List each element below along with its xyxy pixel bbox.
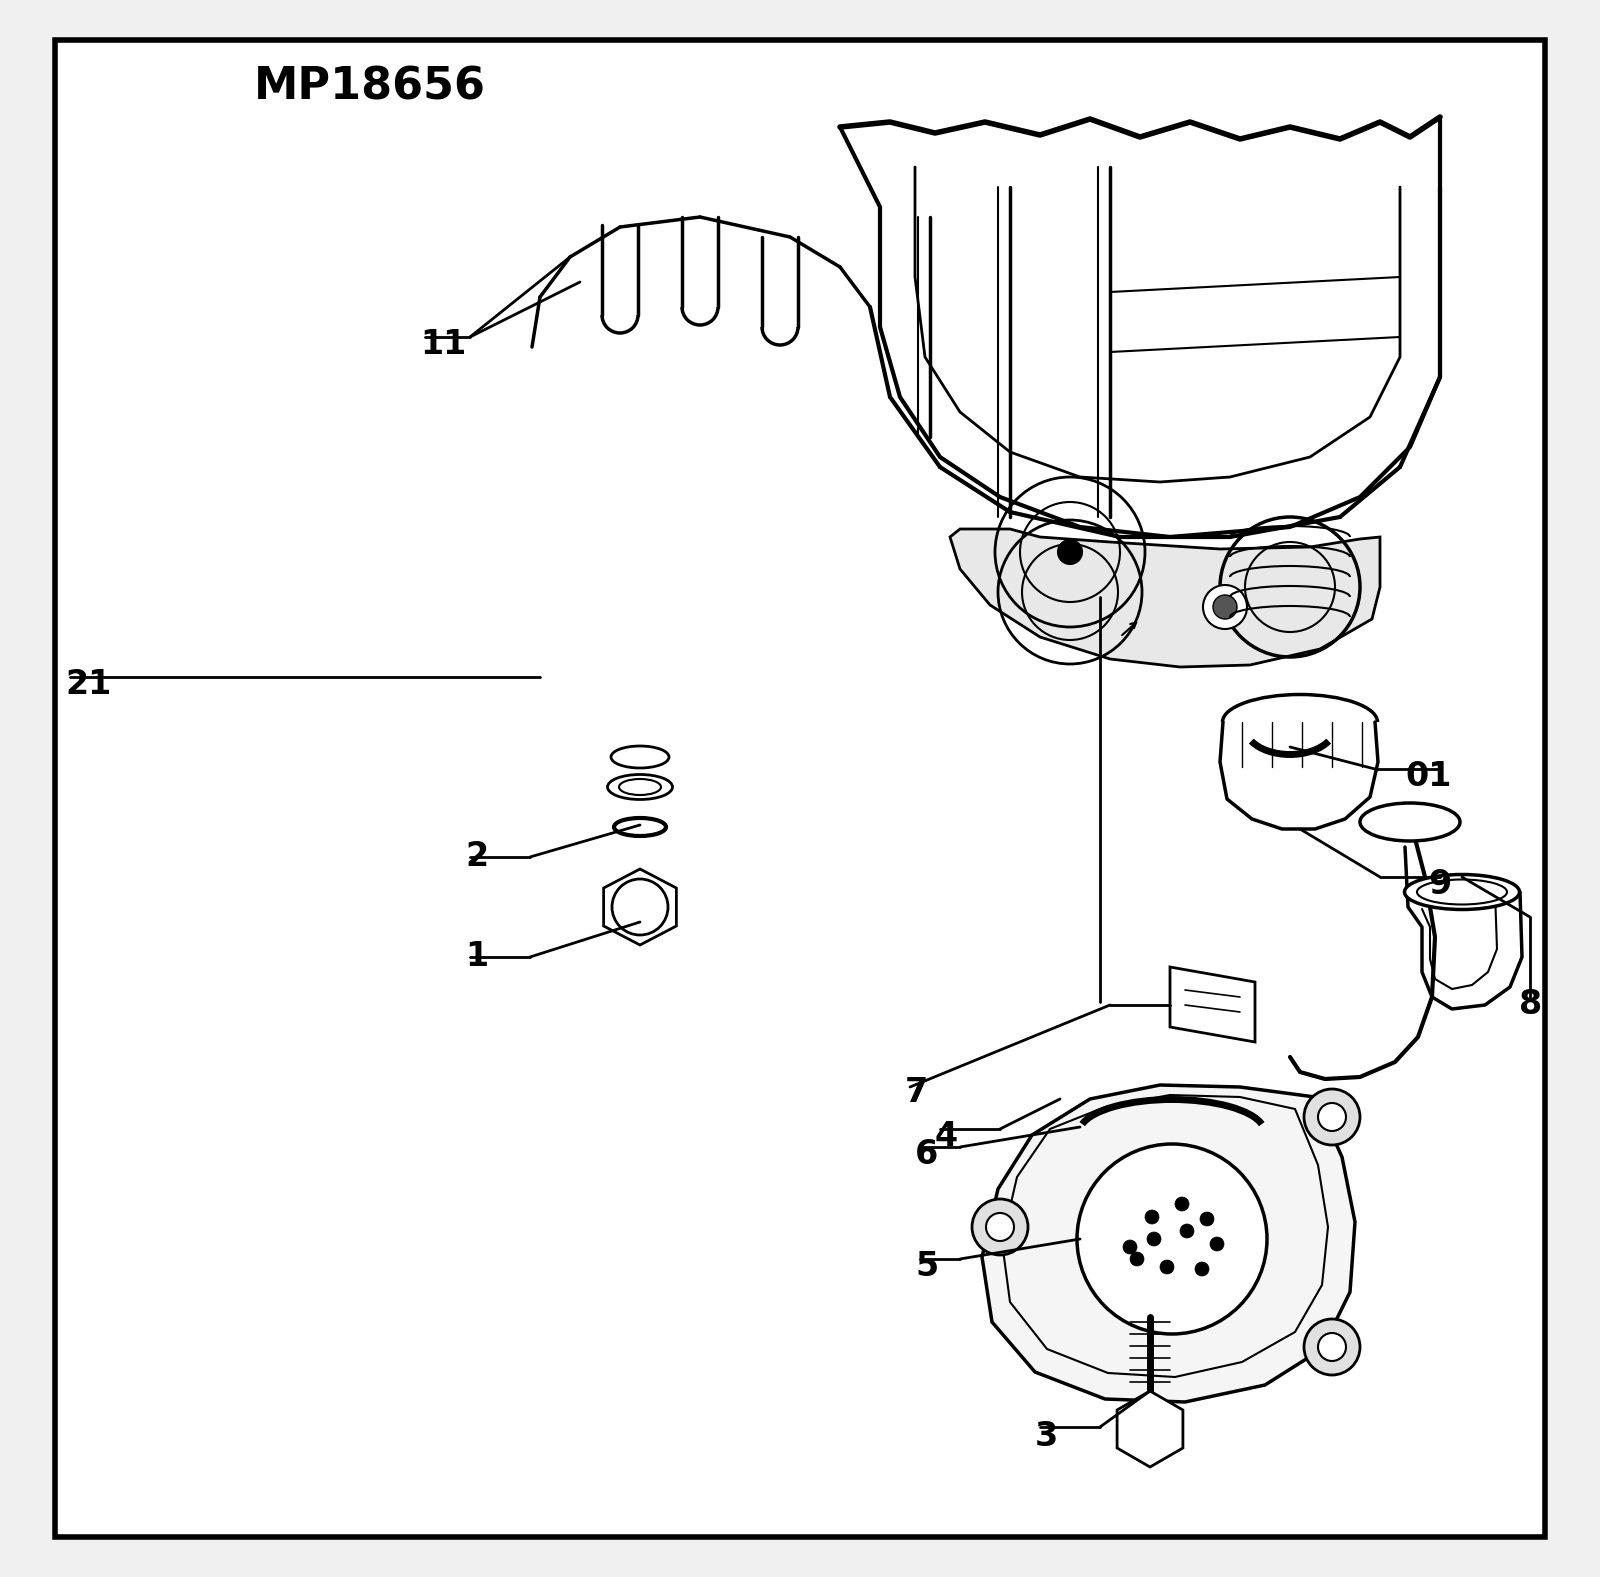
- Circle shape: [1213, 595, 1237, 620]
- Ellipse shape: [1405, 875, 1520, 910]
- Circle shape: [1120, 1399, 1181, 1459]
- Circle shape: [611, 878, 669, 935]
- Polygon shape: [982, 1085, 1355, 1402]
- Circle shape: [1318, 1333, 1346, 1361]
- Text: 5: 5: [915, 1251, 938, 1284]
- Text: 2: 2: [466, 841, 488, 874]
- Circle shape: [1123, 1240, 1138, 1254]
- Circle shape: [1174, 1197, 1189, 1211]
- Circle shape: [1130, 1252, 1144, 1266]
- Circle shape: [1304, 1090, 1360, 1145]
- Text: 01: 01: [1406, 760, 1453, 793]
- Circle shape: [1160, 1260, 1174, 1274]
- Text: 9: 9: [1429, 869, 1453, 902]
- Text: 8: 8: [1518, 989, 1542, 1022]
- Ellipse shape: [1418, 880, 1507, 905]
- Text: 21: 21: [66, 669, 112, 702]
- Text: 7: 7: [906, 1077, 928, 1110]
- Circle shape: [1200, 1213, 1214, 1225]
- Circle shape: [1318, 1102, 1346, 1131]
- Text: 11: 11: [419, 328, 466, 361]
- Circle shape: [986, 1213, 1014, 1241]
- Ellipse shape: [608, 774, 672, 800]
- Text: 1: 1: [466, 940, 488, 973]
- Text: 4: 4: [934, 1121, 958, 1153]
- Polygon shape: [950, 528, 1379, 667]
- Circle shape: [1195, 1262, 1210, 1276]
- Circle shape: [1203, 585, 1246, 629]
- Polygon shape: [603, 869, 677, 945]
- Circle shape: [1147, 1232, 1162, 1246]
- Text: MP18656: MP18656: [254, 66, 486, 109]
- Polygon shape: [1117, 1391, 1182, 1467]
- Text: 3: 3: [1035, 1421, 1058, 1454]
- Text: 6: 6: [915, 1139, 938, 1172]
- Ellipse shape: [611, 746, 669, 768]
- Circle shape: [1181, 1224, 1194, 1238]
- Circle shape: [1077, 1143, 1267, 1334]
- Ellipse shape: [619, 779, 661, 795]
- Ellipse shape: [1360, 803, 1459, 841]
- Circle shape: [973, 1199, 1027, 1255]
- Circle shape: [1146, 1210, 1158, 1224]
- Circle shape: [1058, 539, 1082, 565]
- Circle shape: [1304, 1318, 1360, 1375]
- Polygon shape: [1170, 967, 1254, 1042]
- Circle shape: [1210, 1236, 1224, 1251]
